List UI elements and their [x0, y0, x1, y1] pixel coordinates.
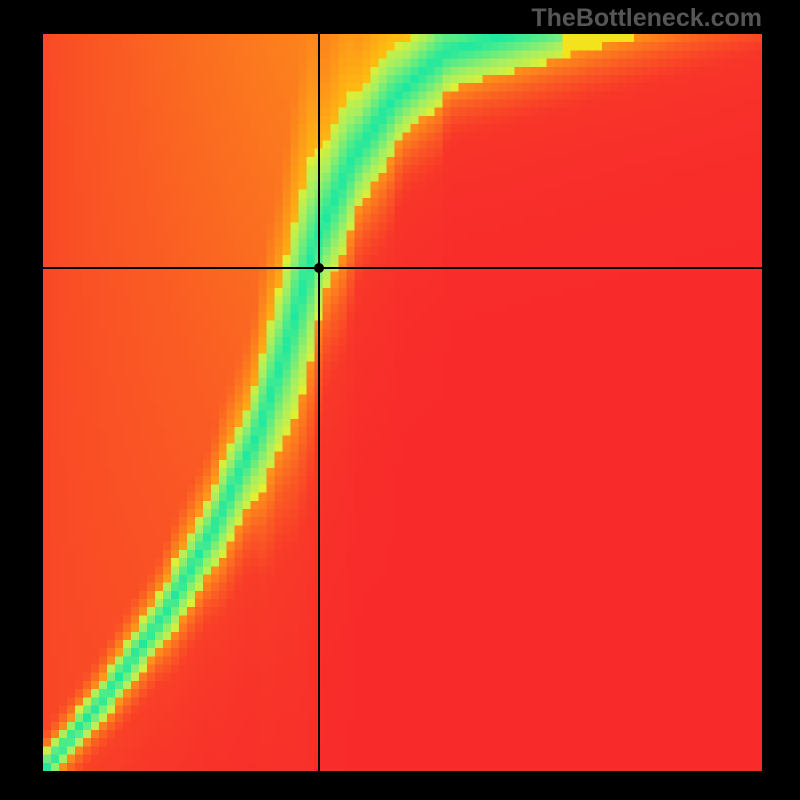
bottleneck-heatmap	[43, 34, 762, 771]
crosshair-vertical	[318, 34, 320, 771]
watermark-label: TheBottleneck.com	[531, 4, 762, 33]
crosshair-horizontal	[43, 267, 762, 269]
crosshair-marker-dot	[314, 263, 324, 273]
